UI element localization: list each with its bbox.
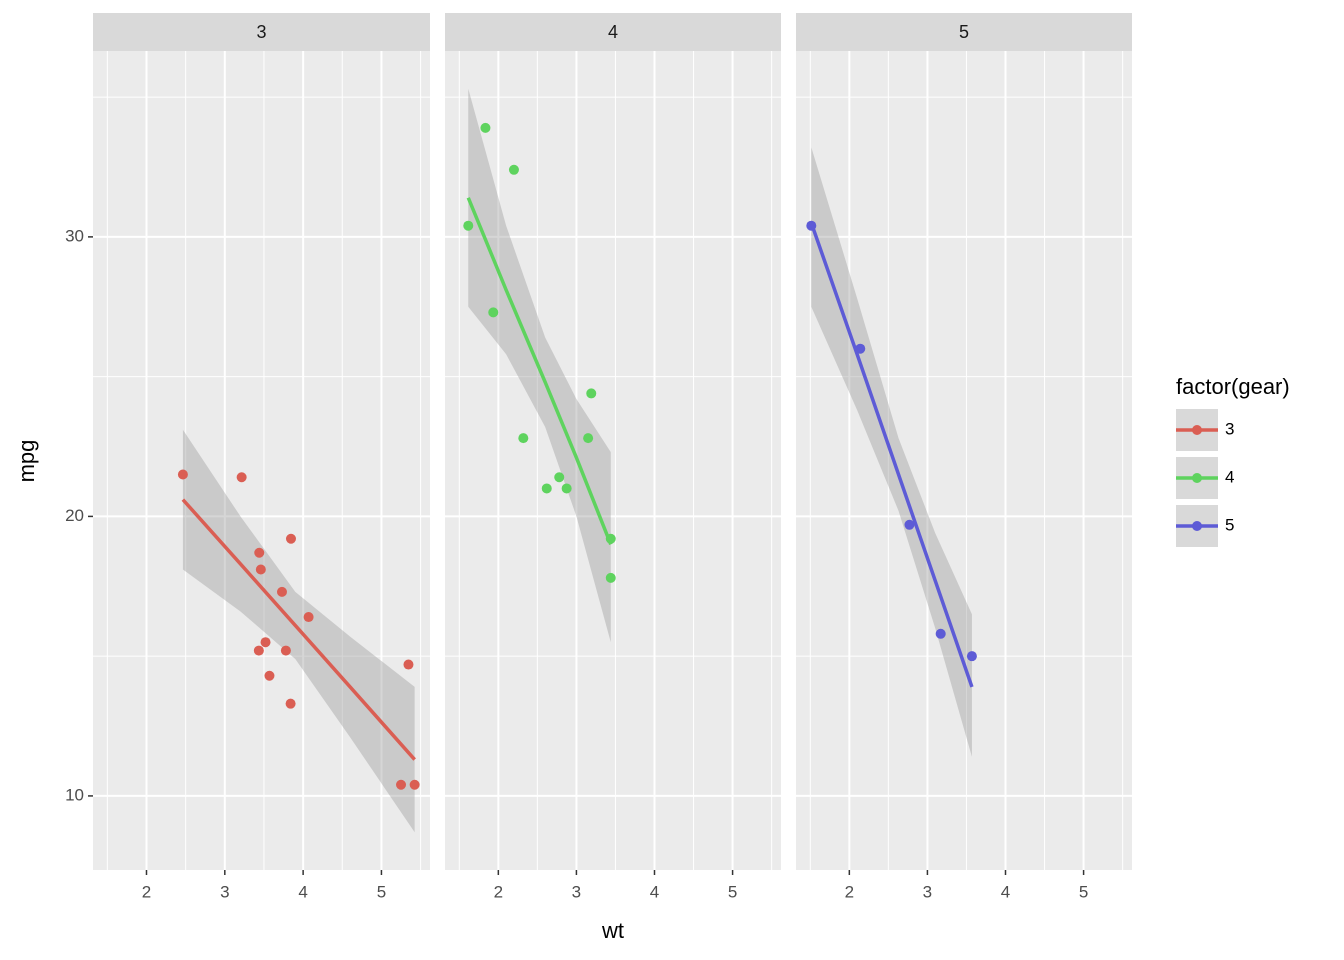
x-axis-title: wt xyxy=(601,918,624,943)
legend-point xyxy=(1192,425,1202,435)
legend-point xyxy=(1192,521,1202,531)
point xyxy=(583,433,594,444)
x-tick-label: 3 xyxy=(220,882,229,901)
point xyxy=(463,220,474,231)
trend-line xyxy=(466,197,613,546)
legend-point xyxy=(1192,473,1202,483)
x-tick-label: 4 xyxy=(298,882,307,901)
point xyxy=(561,483,572,494)
x-tick-label: 3 xyxy=(572,882,581,901)
trend-line xyxy=(809,222,974,688)
x-tick-label: 2 xyxy=(142,882,151,901)
strip-label: 3 xyxy=(256,22,266,42)
x-tick-label: 4 xyxy=(650,882,659,901)
x-tick-label: 5 xyxy=(1079,882,1088,901)
point xyxy=(480,122,491,133)
x-tick-label: 2 xyxy=(494,882,503,901)
point xyxy=(253,645,264,656)
strip-background xyxy=(796,13,1132,51)
point xyxy=(255,564,266,575)
point xyxy=(276,586,287,597)
legend-title: factor(gear) xyxy=(1176,374,1290,399)
panel-background xyxy=(93,51,430,870)
legend-label: 4 xyxy=(1225,467,1234,486)
point xyxy=(280,645,291,656)
point xyxy=(254,547,265,558)
point xyxy=(488,307,499,318)
y-axis-title: mpg xyxy=(14,440,39,483)
legend-label: 5 xyxy=(1225,515,1234,534)
point xyxy=(403,659,414,670)
point xyxy=(966,651,977,662)
panel-background xyxy=(796,51,1132,870)
point xyxy=(904,519,915,530)
x-tick-label: 4 xyxy=(1001,882,1010,901)
strip-background xyxy=(93,13,430,51)
point xyxy=(285,698,296,709)
point xyxy=(177,469,188,480)
point xyxy=(541,483,552,494)
point xyxy=(605,572,616,583)
panel-background xyxy=(445,51,781,870)
point xyxy=(935,628,946,639)
y-tick-label: 20 xyxy=(65,506,84,525)
point xyxy=(236,472,247,483)
x-tick-label: 2 xyxy=(845,882,854,901)
point xyxy=(285,533,296,544)
point xyxy=(303,612,314,623)
point xyxy=(264,670,275,681)
point xyxy=(260,637,271,648)
x-tick-label: 3 xyxy=(923,882,932,901)
point xyxy=(396,779,407,790)
strip-label: 5 xyxy=(959,22,969,42)
legend-label: 3 xyxy=(1225,419,1234,438)
point xyxy=(409,779,420,790)
x-tick-label: 5 xyxy=(377,882,386,901)
x-tick-label: 5 xyxy=(728,882,737,901)
strip-background xyxy=(445,13,781,51)
strip-label: 4 xyxy=(608,22,618,42)
point xyxy=(508,164,519,175)
y-tick-label: 10 xyxy=(65,785,84,804)
point xyxy=(586,388,597,399)
point xyxy=(554,472,565,483)
trend-line xyxy=(181,498,416,761)
point xyxy=(518,433,529,444)
y-tick-label: 30 xyxy=(65,226,84,245)
